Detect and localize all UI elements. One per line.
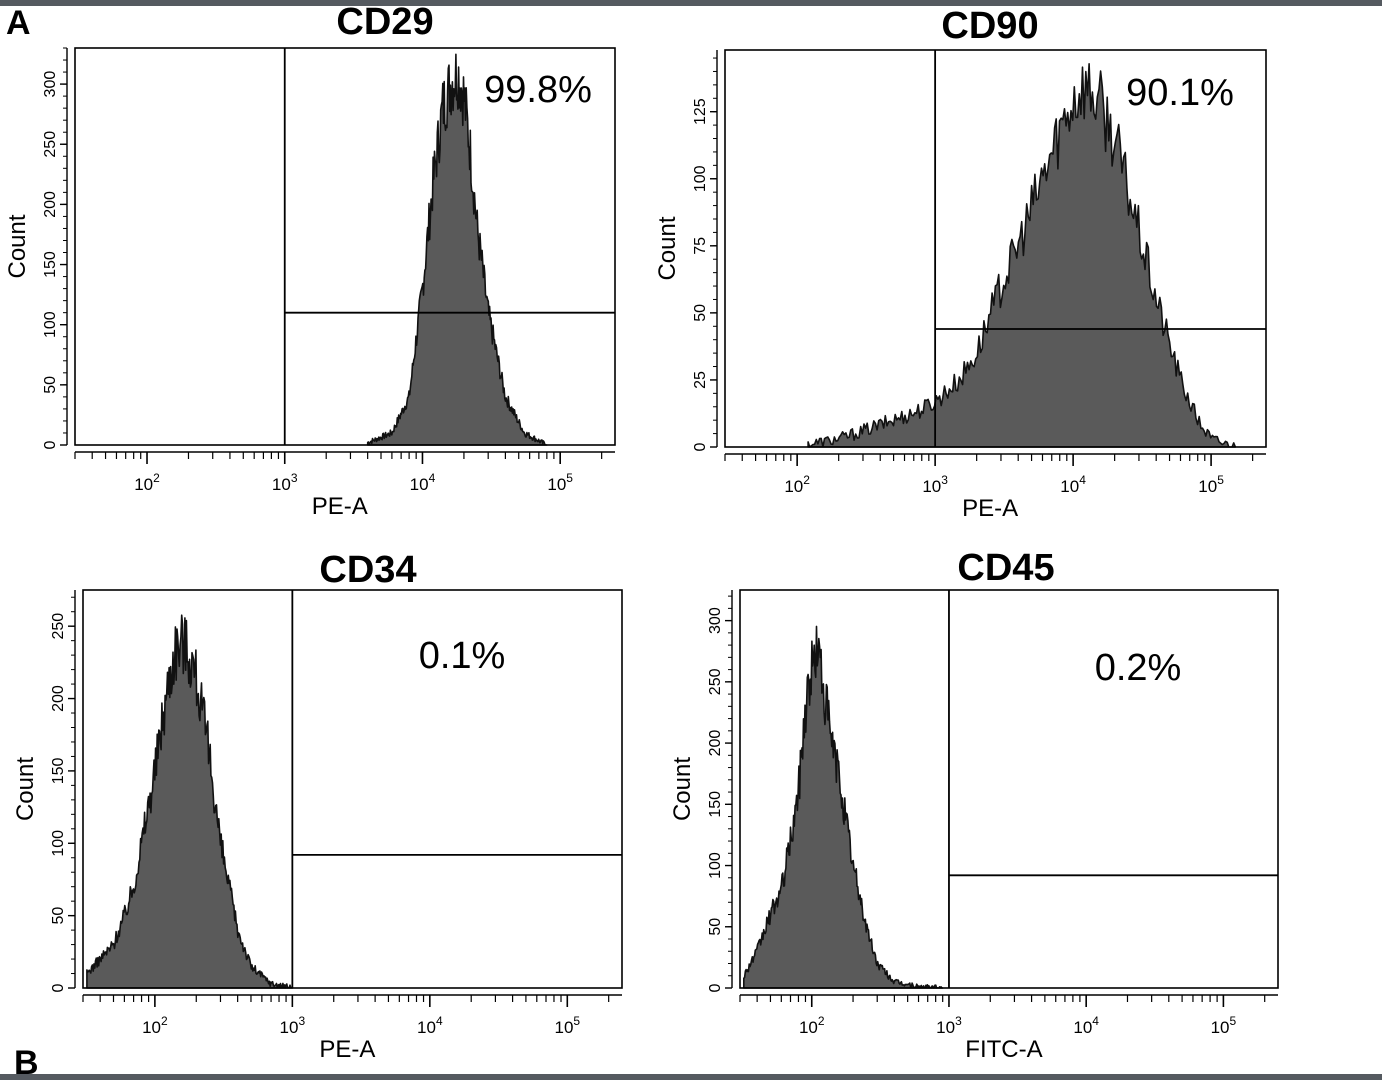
histogram-area xyxy=(366,53,548,446)
y-axis-title: Count xyxy=(4,214,31,278)
gate-percentage-label: 0.2% xyxy=(1095,647,1182,689)
y-tick-label: 100 xyxy=(50,830,67,857)
y-tick-label: 50 xyxy=(707,918,724,936)
plot-frame xyxy=(739,589,1279,989)
gate-percentage-label: 90.1% xyxy=(1126,72,1234,114)
x-tick-label: 102 xyxy=(134,471,160,494)
histogram-area xyxy=(807,63,1237,448)
panel-label-a: A xyxy=(6,4,31,42)
y-tick-label: 200 xyxy=(50,685,67,712)
y-tick-label: 100 xyxy=(42,311,59,338)
x-tick-label: 105 xyxy=(1198,473,1224,496)
histogram-panel: CD34 0.1% 0 50 100 150 200 250 Count 102 103 104 105… xyxy=(12,549,623,1063)
x-tick-label: 104 xyxy=(410,471,436,494)
y-tick-label: 300 xyxy=(707,607,724,634)
x-axis-title: PE-A xyxy=(312,493,368,520)
y-tick-label: 250 xyxy=(707,668,724,695)
y-tick-label: 300 xyxy=(42,71,59,98)
x-axis-title: FITC-A xyxy=(965,1036,1042,1063)
panel-label-b: B xyxy=(14,1044,39,1082)
y-tick-label: 100 xyxy=(707,852,724,879)
x-tick-label: 102 xyxy=(799,1014,825,1037)
x-axis-title: PE-A xyxy=(962,495,1018,522)
x-axis-title: PE-A xyxy=(319,1036,375,1063)
x-tick-label: 104 xyxy=(1073,1014,1099,1037)
y-tick-label: 75 xyxy=(692,237,709,255)
y-tick-label: 100 xyxy=(692,165,709,192)
y-tick-label: 0 xyxy=(707,983,724,992)
y-tick-label: 200 xyxy=(42,191,59,218)
y-tick-label: 125 xyxy=(692,98,709,125)
y-tick-label: 150 xyxy=(50,757,67,784)
x-tick-label: 103 xyxy=(272,471,298,494)
y-tick-label: 250 xyxy=(42,131,59,158)
x-tick-label: 104 xyxy=(417,1014,443,1037)
gate-percentage-label: 99.8% xyxy=(484,69,592,111)
y-tick-label: 0 xyxy=(42,440,59,449)
plot-frame xyxy=(82,589,623,989)
x-tick-label: 102 xyxy=(784,473,810,496)
gate-percentage-label: 0.1% xyxy=(419,635,506,677)
y-axis-title: Count xyxy=(12,757,39,821)
y-tick-label: 25 xyxy=(692,371,709,389)
y-tick-label: 250 xyxy=(50,613,67,640)
x-tick-label: 103 xyxy=(280,1014,306,1037)
y-tick-label: 50 xyxy=(692,304,709,322)
y-axis-title: Count xyxy=(669,757,696,821)
histogram-panel: CD90 90.1% 0 25 50 75 100 125 Count 102 103 104 105 P… xyxy=(654,5,1267,522)
y-axis-title: Count xyxy=(654,216,681,280)
y-tick-label: 0 xyxy=(50,983,67,992)
x-tick-label: 103 xyxy=(922,473,948,496)
histogram-panel: CD45 0.2% 0 50 100 150 200 250 300 Count 102 103 104… xyxy=(669,547,1279,1063)
chart-title: CD90 xyxy=(941,5,1038,47)
x-tick-label: 105 xyxy=(554,1014,580,1037)
y-tick-label: 200 xyxy=(707,730,724,757)
chart-title: CD34 xyxy=(319,549,416,591)
histogram-area xyxy=(86,614,294,989)
histogram-area xyxy=(743,625,944,989)
plot-frame xyxy=(724,49,1267,448)
x-tick-label: 104 xyxy=(1060,473,1086,496)
x-tick-label: 105 xyxy=(547,471,573,494)
x-tick-label: 102 xyxy=(142,1014,168,1037)
y-tick-label: 50 xyxy=(42,376,59,394)
top-border-strip xyxy=(0,0,1382,6)
plot-frame xyxy=(74,47,616,446)
y-tick-label: 150 xyxy=(707,791,724,818)
x-tick-label: 103 xyxy=(936,1014,962,1037)
chart-title: CD29 xyxy=(336,1,433,43)
bottom-border-strip xyxy=(0,1074,1382,1080)
x-tick-label: 105 xyxy=(1211,1014,1237,1037)
chart-title: CD45 xyxy=(957,547,1054,589)
y-tick-label: 50 xyxy=(50,907,67,925)
y-tick-label: 150 xyxy=(42,251,59,278)
y-tick-label: 0 xyxy=(692,442,709,451)
histogram-panel: CD29 99.8% 0 50 100 150 200 250 300 Count 102 103 10… xyxy=(4,1,616,520)
